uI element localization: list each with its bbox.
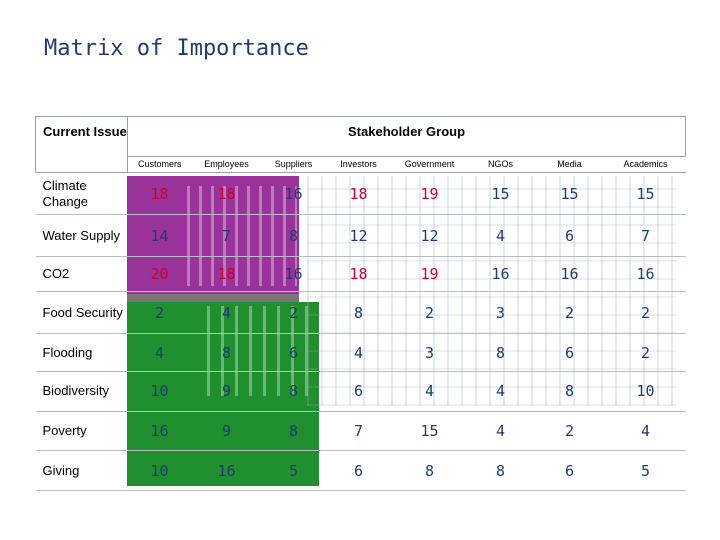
matrix-cell: 6: [325, 371, 392, 412]
matrix-cell: 8: [261, 214, 326, 257]
page-title: Matrix of Importance: [44, 36, 309, 61]
matrix-cell: 20: [127, 256, 192, 293]
matrix-cell: 14: [127, 214, 192, 257]
row-label: Flooding: [35, 333, 128, 372]
matrix-cell: 9: [191, 371, 262, 412]
matrix-cell: 6: [533, 450, 606, 491]
column-header-row: Customers Employees Suppliers Investors Gove…: [36, 156, 686, 174]
row-label: CO2: [35, 256, 128, 293]
matrix-cell: 2: [261, 291, 326, 335]
column-header-suppliers: Suppliers: [261, 156, 326, 174]
row-label: Poverty: [35, 411, 128, 452]
matrix-cell: 2: [127, 291, 192, 335]
matrix-cell: 2: [391, 291, 468, 335]
table-row: Climate Change 18 18 16 18 19 15 15 15: [35, 172, 686, 216]
matrix-cell: 16: [467, 256, 534, 293]
matrix-cell: 18: [191, 172, 262, 216]
matrix-cell: 10: [605, 371, 686, 412]
table-row: Water Supply 14 7 8 12 12 4 6 7: [35, 214, 686, 257]
matrix-cell: 6: [533, 214, 606, 257]
matrix-cell: 4: [391, 371, 468, 412]
matrix-cell: 3: [467, 291, 534, 335]
column-header-customers: Customers: [127, 156, 192, 174]
stakeholder-group-header: Stakeholder Group: [126, 116, 687, 157]
matrix-cell: 9: [191, 411, 262, 452]
matrix-cell: 19: [391, 256, 468, 293]
current-issue-header: Current Issue: [35, 115, 128, 174]
matrix-cell: 15: [605, 172, 686, 216]
matrix-cell: 8: [261, 411, 326, 452]
table-row: Food Security 2 4 2 8 2 3 2 2: [35, 291, 686, 335]
matrix-cell: 6: [325, 450, 392, 491]
matrix-cell: 2: [533, 291, 606, 335]
matrix-cell: 10: [127, 371, 192, 412]
matrix-cell: 16: [261, 256, 326, 293]
matrix-cell: 12: [325, 214, 392, 257]
matrix-cell: 5: [261, 450, 326, 491]
row-label: Food Security: [35, 291, 128, 335]
matrix-cell: 8: [533, 371, 606, 412]
matrix-cell: 2: [533, 411, 606, 452]
matrix-cell: 16: [605, 256, 686, 293]
matrix-cell: 18: [127, 172, 192, 216]
matrix-cell: 19: [391, 172, 468, 216]
matrix-cell: 16: [533, 256, 606, 293]
column-header-government: Government: [391, 156, 468, 174]
table-row: Giving 10 16 5 6 8 8 6 5: [35, 450, 686, 491]
column-header-ngos: NGOs: [467, 156, 534, 174]
matrix-cell: 8: [467, 333, 534, 372]
matrix-cell: 4: [605, 411, 686, 452]
matrix-cell: 8: [325, 291, 392, 335]
importance-matrix: Current Issue Stakeholder Group Customer…: [35, 115, 687, 491]
matrix-cell: 12: [391, 214, 468, 257]
matrix-cell: 4: [191, 291, 262, 335]
row-label: Giving: [35, 450, 128, 491]
matrix-cell: 6: [261, 333, 326, 372]
matrix-cell: 15: [391, 411, 468, 452]
matrix-cell: 5: [605, 450, 686, 491]
matrix-cell: 16: [261, 172, 326, 216]
matrix-cell: 10: [127, 450, 192, 491]
row-label: Biodiversity: [35, 371, 128, 412]
row-label: Water Supply: [35, 214, 128, 257]
matrix-cell: 2: [605, 291, 686, 335]
matrix-cell: 3: [391, 333, 468, 372]
row-label: Climate Change: [35, 172, 128, 216]
table-row: Biodiversity 10 9 8 6 4 4 8 10: [35, 371, 686, 412]
matrix-cell: 8: [467, 450, 534, 491]
matrix-cell: 4: [467, 214, 534, 257]
column-header-investors: Investors: [325, 156, 392, 174]
matrix-cell: 8: [391, 450, 468, 491]
matrix-cell: 8: [261, 371, 326, 412]
table-row: Poverty 16 9 8 7 15 4 2 4: [35, 411, 686, 452]
matrix-cell: 4: [325, 333, 392, 372]
table-row: CO2 20 18 16 18 19 16 16 16: [35, 256, 686, 293]
matrix-cell: 18: [191, 256, 262, 293]
matrix-cell: 6: [533, 333, 606, 372]
table-row: Flooding 4 8 6 4 3 8 6 2: [35, 333, 686, 372]
matrix-cell: 4: [467, 411, 534, 452]
matrix-cell: 7: [325, 411, 392, 452]
matrix-body: Climate Change 18 18 16 18 19 15 15 15 Water Supp…: [35, 172, 686, 491]
matrix-cell: 7: [605, 214, 686, 257]
matrix-table: Current Issue Stakeholder Group Customer…: [35, 115, 687, 491]
matrix-cell: 15: [533, 172, 606, 216]
matrix-cell: 18: [325, 172, 392, 216]
matrix-cell: 7: [191, 214, 262, 257]
matrix-cell: 2: [605, 333, 686, 372]
matrix-cell: 4: [127, 333, 192, 372]
column-header-employees: Employees: [191, 156, 262, 174]
matrix-cell: 4: [467, 371, 534, 412]
matrix-cell: 18: [325, 256, 392, 293]
column-header-media: Media: [533, 156, 606, 174]
matrix-cell: 16: [191, 450, 262, 491]
column-header-academics: Academics: [605, 156, 686, 174]
matrix-cell: 15: [467, 172, 534, 216]
matrix-cell: 16: [127, 411, 192, 452]
matrix-cell: 8: [191, 333, 262, 372]
